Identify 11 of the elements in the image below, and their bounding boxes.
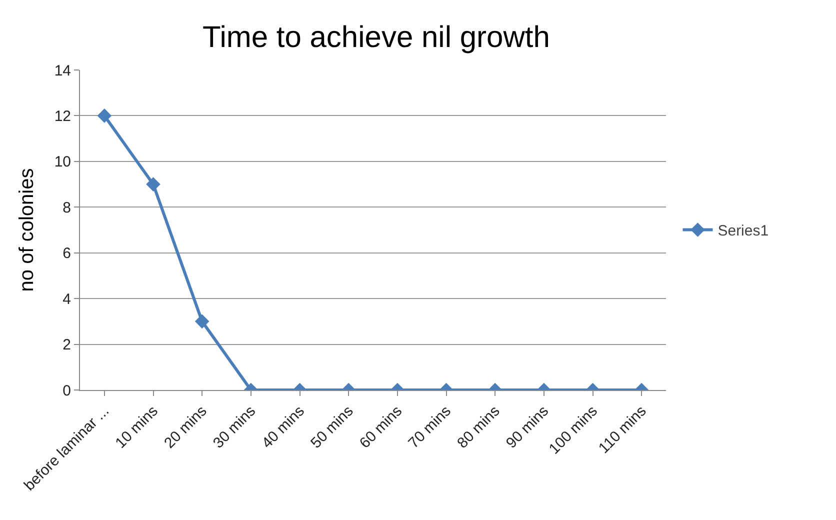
y-tick-label: 2 bbox=[62, 336, 71, 354]
y-axis-title: no of colonies bbox=[16, 168, 38, 292]
legend-label: Series1 bbox=[718, 222, 769, 240]
y-tick-label: 10 bbox=[54, 154, 71, 171]
y-tick-label: 8 bbox=[62, 199, 71, 216]
y-tick-label: 4 bbox=[62, 290, 71, 308]
y-tick-label: 0 bbox=[62, 382, 71, 400]
chart-title: Time to achieve nil growth bbox=[202, 21, 550, 54]
y-tick-label: 6 bbox=[62, 245, 71, 262]
y-tick-label: 12 bbox=[54, 108, 71, 125]
y-tick-label: 14 bbox=[54, 62, 71, 80]
